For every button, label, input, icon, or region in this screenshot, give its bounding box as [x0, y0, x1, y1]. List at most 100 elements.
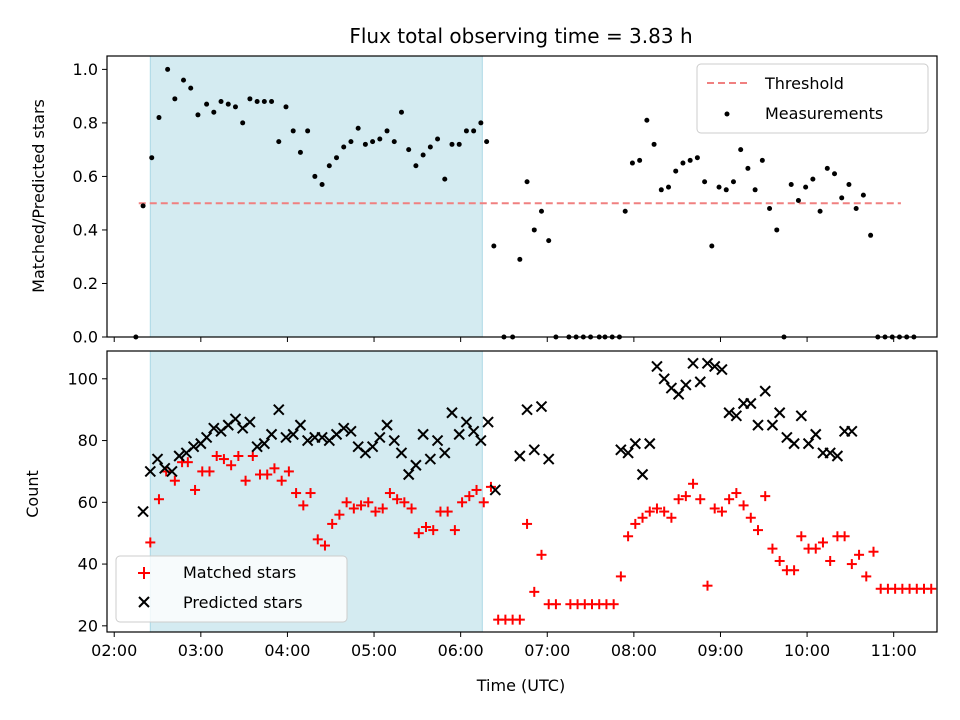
bottom-y-tick-label: 60: [78, 493, 98, 512]
matched-point: [926, 583, 937, 594]
matched-point: [644, 506, 655, 517]
measurement-point: [384, 128, 390, 134]
matched-point: [471, 484, 482, 495]
predicted-point: [658, 373, 670, 385]
measurement-point: [687, 157, 693, 163]
matched-point: [319, 540, 330, 551]
predicted-point: [388, 434, 400, 447]
top-legend-box: [696, 63, 929, 134]
measurement-point: [413, 163, 419, 169]
measurement-point: [218, 98, 224, 104]
predicted-point: [651, 360, 663, 373]
measurement-point: [629, 160, 635, 166]
measurement-point: [658, 187, 664, 193]
legend-measurements-marker: [724, 111, 730, 117]
measurement-point: [517, 256, 523, 262]
matched-point: [810, 543, 821, 554]
measurement-point: [391, 139, 397, 145]
measurement-point: [759, 157, 765, 163]
predicted-point: [622, 447, 634, 459]
matched-point: [753, 525, 764, 536]
matched-point: [709, 503, 720, 514]
top-shaded-span: [149, 55, 483, 338]
measurement-point: [524, 179, 530, 185]
measurement-point: [824, 165, 830, 171]
measurement-point: [767, 206, 773, 212]
measurement-point: [398, 109, 404, 115]
measurement-point: [269, 98, 275, 104]
predicted-point: [446, 407, 458, 419]
bottom-y-tick-label: 20: [78, 616, 98, 635]
matched-point: [731, 488, 742, 499]
measurement-point: [860, 192, 866, 198]
measurement-point: [788, 181, 794, 187]
predicted-point: [460, 416, 473, 428]
matched-point: [363, 497, 374, 508]
matched-point: [190, 484, 201, 495]
matched-point: [399, 497, 410, 508]
predicted-point: [745, 397, 757, 410]
predicted-point: [795, 410, 808, 422]
matched-point: [276, 475, 287, 486]
predicted-point: [766, 419, 779, 431]
matched-point: [218, 454, 229, 465]
measurement-point: [723, 187, 729, 193]
predicted-point: [467, 425, 480, 437]
legend-threshold-label: Threshold: [764, 74, 844, 93]
predicted-point: [173, 450, 185, 462]
measurement-point: [817, 208, 823, 214]
measurement-point: [491, 243, 497, 249]
measurement-point: [666, 184, 672, 190]
matched-point: [182, 457, 193, 468]
matched-point: [514, 614, 525, 625]
matched-point: [716, 506, 727, 517]
matched-point: [529, 586, 540, 597]
measurement-point: [810, 176, 816, 182]
measurement-point: [478, 120, 484, 126]
x-tick-label: 08:00: [611, 641, 657, 660]
predicted-point: [439, 447, 451, 459]
measurement-point: [752, 187, 758, 193]
bottom-y-axis-label: Count: [23, 470, 42, 518]
top-y-axis-label: Matched/Predicted stars: [29, 99, 48, 293]
matched-point: [312, 534, 323, 545]
measurement-point: [172, 96, 178, 102]
predicted-point: [166, 465, 178, 478]
measurement-point: [644, 117, 650, 123]
measurement-point: [341, 144, 347, 150]
predicted-point: [636, 468, 649, 481]
matched-point: [796, 531, 807, 542]
measurement-point: [803, 184, 809, 190]
measurement-point: [442, 176, 448, 182]
x-tick-label: 07:00: [524, 641, 570, 660]
predicted-point: [395, 447, 408, 459]
measurement-point: [673, 168, 679, 174]
predicted-point: [788, 437, 800, 450]
measurement-point: [319, 181, 325, 187]
matched-point: [673, 494, 684, 505]
matched-point: [262, 469, 273, 480]
predicted-point: [759, 385, 771, 397]
matched-point: [550, 599, 561, 610]
matched-point: [204, 466, 215, 477]
matched-point: [608, 599, 619, 610]
predicted-point: [629, 437, 642, 450]
matched-point: [442, 506, 453, 517]
matched-point: [413, 528, 424, 539]
measurement-point: [839, 195, 845, 201]
measurement-point: [538, 208, 544, 214]
matched-point: [269, 463, 280, 474]
predicted-point: [265, 428, 278, 441]
matched-point: [169, 475, 180, 486]
matched-point: [861, 571, 872, 582]
predicted-point: [208, 422, 220, 434]
matched-point: [291, 488, 302, 499]
predicted-point: [273, 403, 285, 416]
measurement-point: [702, 179, 708, 185]
measurement-point: [240, 120, 246, 126]
bottom-y-tick-label: 40: [78, 555, 98, 574]
measurement-point: [326, 163, 332, 169]
predicted-point: [615, 444, 627, 456]
measurement-point: [181, 77, 187, 83]
